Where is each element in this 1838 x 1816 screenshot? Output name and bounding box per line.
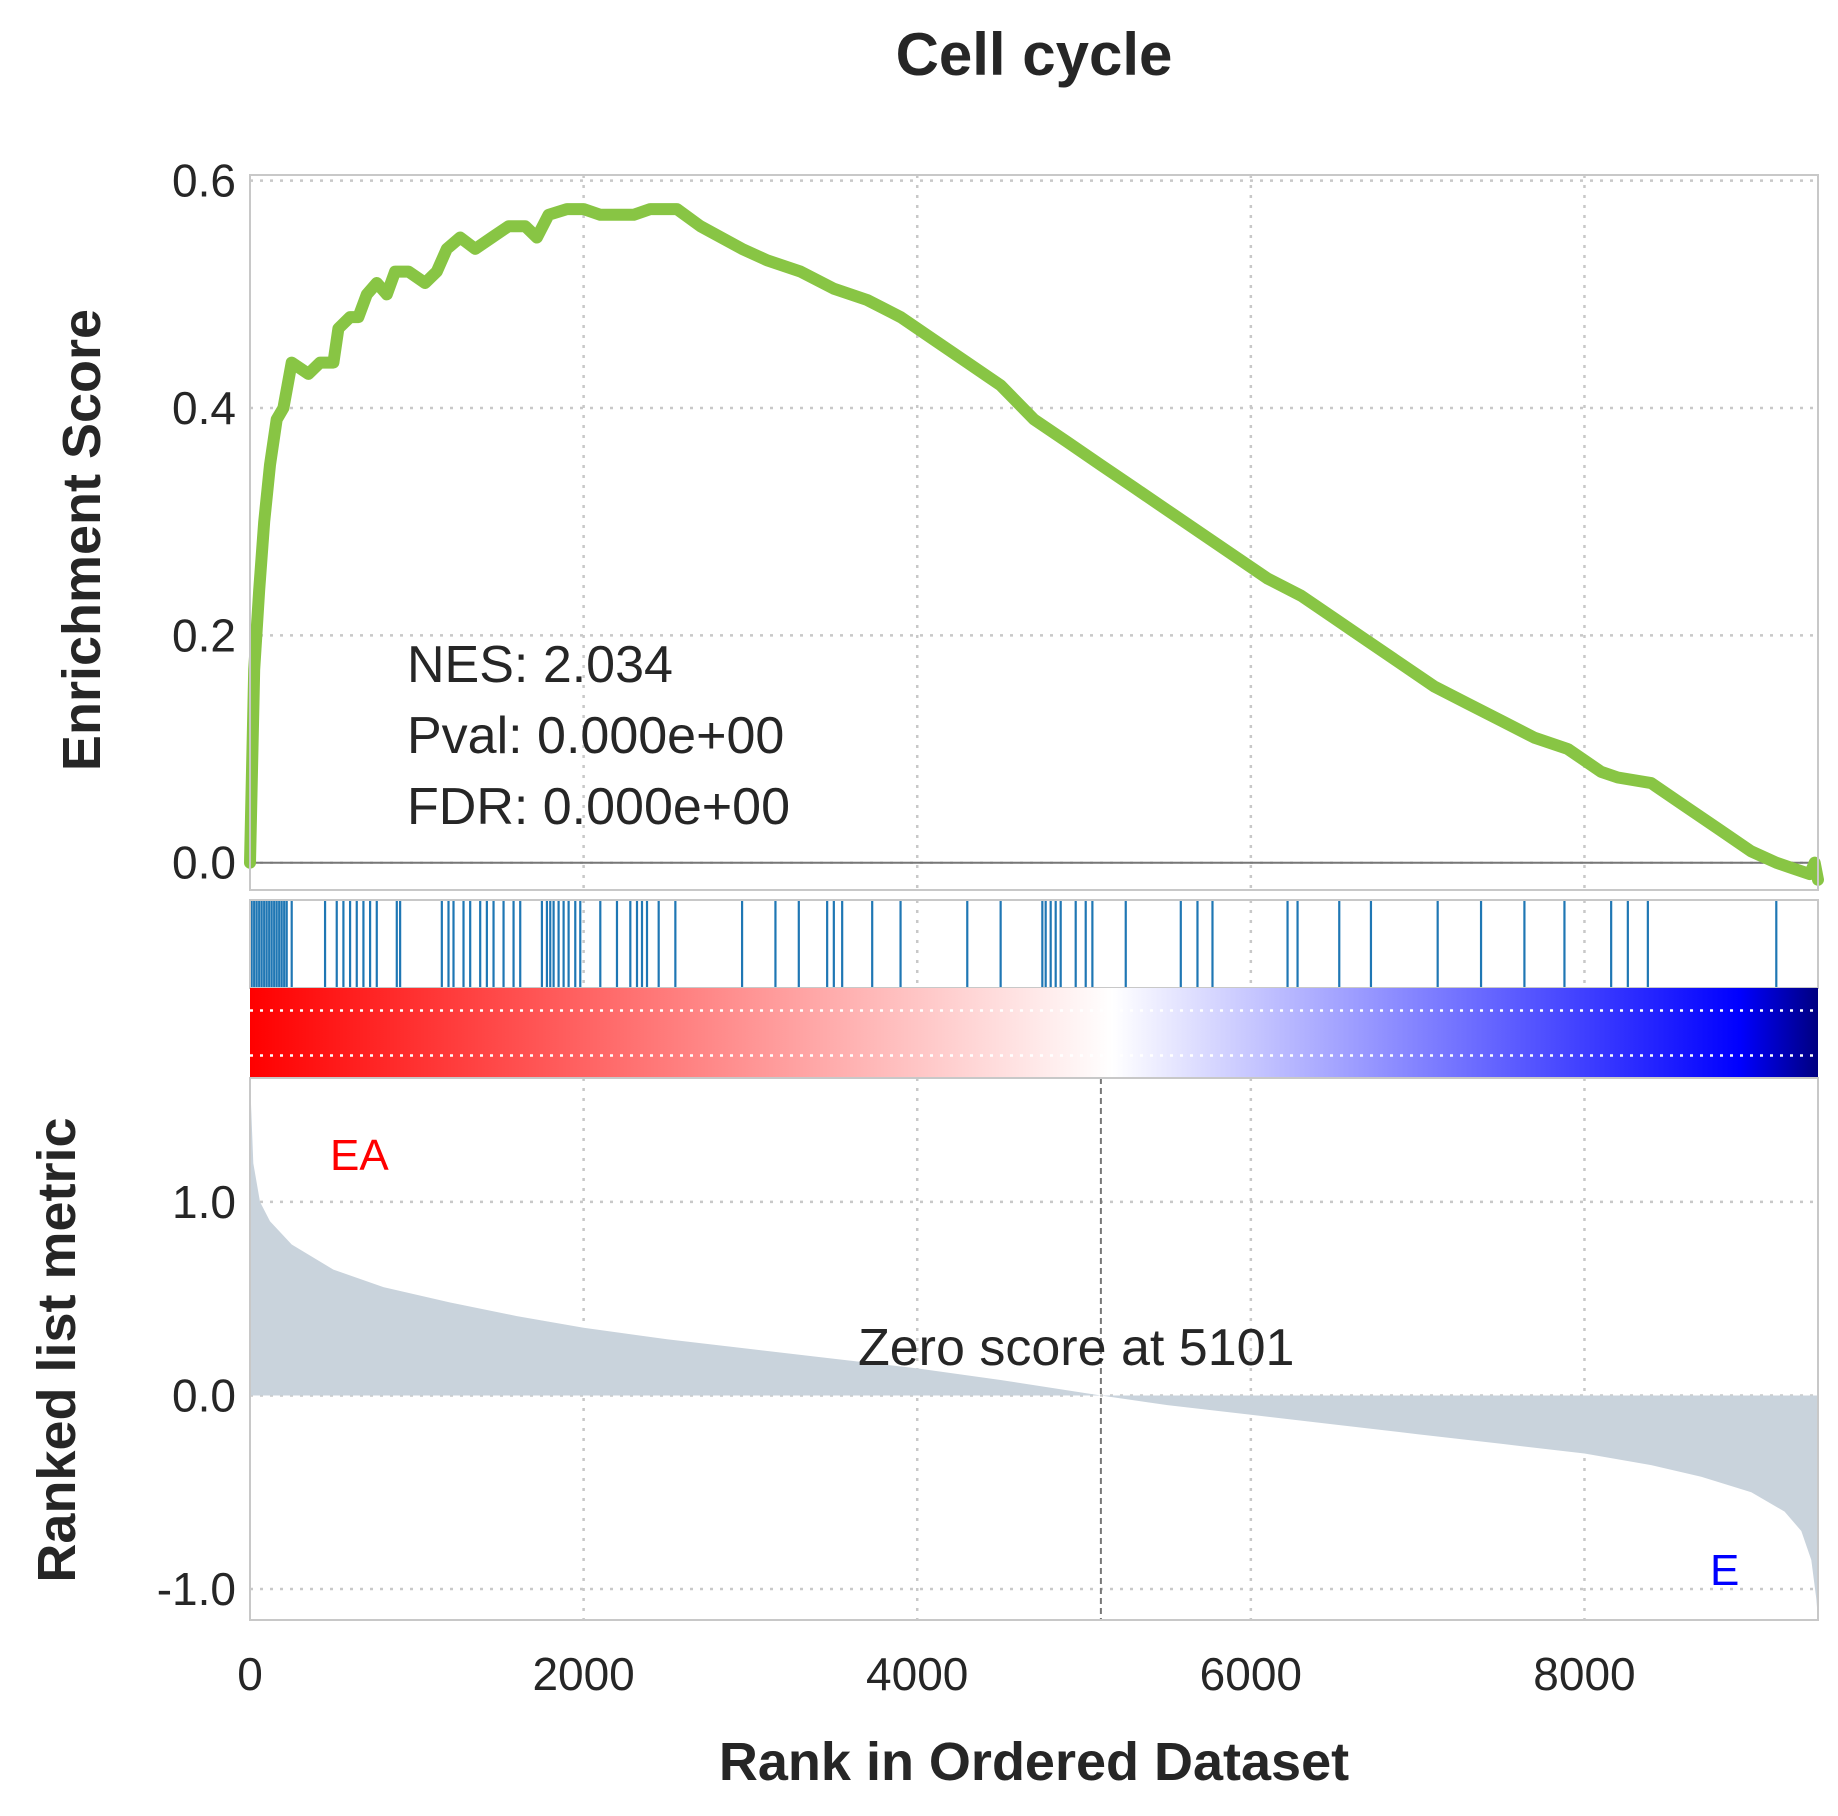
chart-title: Cell cycle [896, 21, 1173, 88]
hits-panel [249, 899, 1819, 989]
es-y-axis-label: Enrichment Score [52, 309, 112, 771]
rk-y-tick-label: 1.0 [172, 1176, 236, 1228]
pos-phenotype-label: EA [330, 1131, 389, 1180]
x-tick-label: 6000 [1200, 1648, 1302, 1700]
rk-y-ticks: -1.0 0.0 1.0 [157, 1176, 236, 1615]
zero-score-label: Zero score at 5101 [858, 1319, 1294, 1377]
es-y-tick-label: 0.6 [172, 155, 236, 207]
rk-y-axis-label: Ranked list metric [27, 1117, 87, 1582]
x-tick-label: 4000 [866, 1648, 968, 1700]
x-axis-ticks: 0 2000 4000 6000 8000 [237, 1648, 1635, 1700]
fdr-label: FDR: 0.000e+00 [407, 778, 790, 836]
hit-markers [250, 900, 1778, 988]
x-tick-label: 0 [237, 1648, 263, 1700]
ranked-panel: -1.0 0.0 1.0 Zero score at 5101 EA E Ranke… [27, 1077, 1819, 1621]
neg-phenotype-label: E [1710, 1546, 1739, 1595]
es-frame [249, 174, 1819, 891]
rk-y-tick-label: -1.0 [157, 1563, 236, 1615]
colorbar-gridlines [250, 1009, 1818, 1057]
es-curve [244, 203, 1824, 886]
rank-colorbar [250, 988, 1818, 1078]
colorbar-panel [250, 988, 1818, 1078]
es-y-ticks: 0.0 0.2 0.4 0.6 [172, 155, 236, 889]
es-y-tick-label: 0.0 [172, 837, 236, 889]
rk-y-tick-label: 0.0 [172, 1369, 236, 1421]
nes-label: NES: 2.034 [407, 636, 673, 694]
pval-label: Pval: 0.000e+00 [407, 707, 784, 765]
x-tick-label: 8000 [1533, 1648, 1635, 1700]
ranked-metric-area [250, 1078, 1818, 1620]
x-axis-label: Rank in Ordered Dataset [719, 1732, 1349, 1792]
hits-frame [249, 899, 1819, 989]
es-y-tick-label: 0.2 [172, 609, 236, 661]
es-y-tick-label: 0.4 [172, 382, 236, 434]
x-tick-label: 2000 [532, 1648, 634, 1700]
enrichment-panel: 0.00.20.40.6 NES: 2.034 Pval: 0.000e+00 … [52, 155, 1824, 891]
rk-frame [249, 1077, 1819, 1621]
